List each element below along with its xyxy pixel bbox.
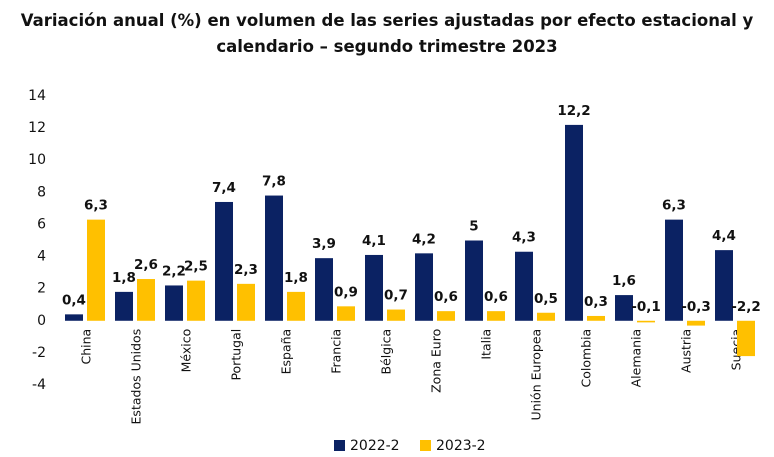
value-label: 2,2 xyxy=(162,263,186,279)
value-label: 0,6 xyxy=(434,289,458,305)
bar xyxy=(237,283,255,321)
legend-label: 2022-2 xyxy=(350,438,400,454)
x-tick-label: España xyxy=(279,329,294,375)
bar xyxy=(287,291,305,321)
bar xyxy=(165,285,183,321)
x-tick-label: Unión Europea xyxy=(529,329,544,421)
value-label: 0,4 xyxy=(62,292,86,308)
value-label: 4,4 xyxy=(712,228,736,244)
bar xyxy=(515,251,533,321)
bar xyxy=(665,219,683,321)
y-tick-label: 14 xyxy=(28,88,46,104)
bar xyxy=(365,254,383,321)
x-tick-label: Austria xyxy=(679,329,694,373)
value-label: -0,1 xyxy=(631,299,661,315)
bar xyxy=(65,314,83,321)
bar xyxy=(615,295,633,321)
bar xyxy=(387,309,405,321)
value-label: 1,8 xyxy=(284,270,308,286)
bar xyxy=(565,124,583,321)
x-tick-label: Italia xyxy=(479,329,494,360)
value-label: 2,5 xyxy=(184,259,208,275)
chart-title: Variación anual (%) en volumen de las se… xyxy=(20,11,754,56)
value-label: 1,6 xyxy=(612,273,636,289)
bar xyxy=(687,320,705,326)
y-tick-label: 0 xyxy=(37,313,46,329)
value-label: 4,1 xyxy=(362,233,386,249)
value-label: 12,2 xyxy=(557,103,590,119)
bar xyxy=(465,240,483,321)
value-label: 2,3 xyxy=(234,262,258,278)
x-tick-label: Zona Euro xyxy=(429,329,444,393)
bar xyxy=(337,306,355,321)
value-label: 3,9 xyxy=(312,236,336,252)
value-label: -0,3 xyxy=(681,299,711,315)
legend-swatch xyxy=(334,440,345,451)
value-label: 0,6 xyxy=(484,289,508,305)
bar xyxy=(737,320,755,357)
bar xyxy=(265,195,283,321)
value-label: 4,2 xyxy=(412,231,436,247)
value-label: 0,7 xyxy=(384,288,408,304)
y-tick-label: 6 xyxy=(37,216,46,232)
value-label: -2,2 xyxy=(731,299,761,315)
y-tick-label: 2 xyxy=(37,281,46,297)
bar xyxy=(187,280,205,321)
bar xyxy=(587,315,605,321)
x-tick-label: Colombia xyxy=(579,329,594,388)
bar xyxy=(715,250,733,321)
value-label: 6,3 xyxy=(84,198,108,214)
bar xyxy=(137,279,155,321)
x-tick-label: Bélgica xyxy=(379,329,394,375)
bar xyxy=(537,312,555,321)
bar xyxy=(315,258,333,321)
value-label: 7,8 xyxy=(262,174,286,190)
x-tick-label: Estados Unidos xyxy=(129,329,144,425)
bar xyxy=(437,311,455,321)
value-label: 6,3 xyxy=(662,198,686,214)
x-tick-label: Francia xyxy=(329,329,344,374)
bar xyxy=(115,291,133,321)
x-tick-label: Alemania xyxy=(629,329,644,388)
legend-swatch xyxy=(420,440,431,451)
x-tick-label: Portugal xyxy=(229,329,244,381)
y-tick-label: 10 xyxy=(28,152,46,168)
bar xyxy=(415,253,433,321)
bar xyxy=(215,201,233,321)
value-label: 0,5 xyxy=(534,291,558,307)
bar xyxy=(637,320,655,323)
y-tick-label: 8 xyxy=(37,184,46,200)
y-tick-label: -4 xyxy=(32,377,46,393)
y-tick-label: -2 xyxy=(32,345,46,361)
value-label: 5 xyxy=(469,219,478,235)
legend-label: 2023-2 xyxy=(436,438,486,454)
y-tick-label: 12 xyxy=(28,120,46,136)
y-tick-label: 4 xyxy=(37,249,46,265)
value-label: 0,9 xyxy=(334,284,358,300)
bar xyxy=(87,219,105,321)
x-tick-label: México xyxy=(179,329,194,373)
x-tick-label: China xyxy=(79,329,94,365)
value-label: 0,3 xyxy=(584,294,608,310)
value-label: 1,8 xyxy=(112,270,136,286)
value-label: 7,4 xyxy=(212,180,236,196)
value-label: 2,6 xyxy=(134,257,158,273)
value-label: 4,3 xyxy=(512,230,536,246)
bar xyxy=(487,311,505,321)
